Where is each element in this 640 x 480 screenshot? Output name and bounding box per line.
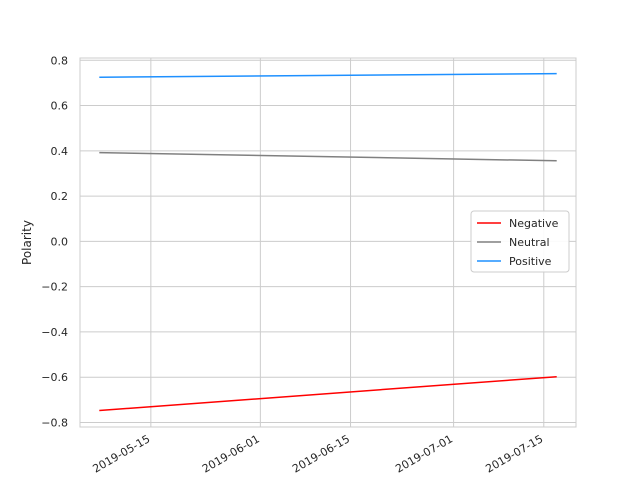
series-line-positive [99, 72, 557, 78]
legend: Negative Neutral Positive [470, 210, 570, 273]
y-tick-label: 0.6 [51, 100, 69, 113]
legend-label-positive: Positive [509, 255, 552, 268]
y-tick-label: 0.2 [51, 190, 69, 203]
x-tick-label: 2019-07-01 [393, 432, 455, 475]
y-tick-label: −0.6 [41, 371, 68, 384]
y-tick-label: −0.2 [41, 281, 68, 294]
x-tick-labels: 2019-05-15 2019-06-01 2019-06-15 2019-07-01… [90, 432, 545, 475]
y-tick-label: −0.8 [41, 416, 68, 429]
y-tick-label: 0.4 [51, 145, 69, 158]
series-line-neutral [99, 151, 557, 162]
y-tick-label: −0.4 [41, 326, 68, 339]
y-tick-label: 0.8 [51, 54, 69, 67]
legend-box [470, 210, 570, 273]
x-tick-label: 2019-06-01 [200, 432, 262, 475]
series-lines [99, 72, 557, 412]
plot-frame [79, 57, 577, 428]
y-axis-label: Polarity [20, 220, 34, 265]
x-tick-label: 2019-05-15 [90, 432, 152, 475]
x-tick-label: 2019-07-15 [483, 432, 545, 475]
series-line-negative [99, 375, 557, 412]
y-tick-labels: 0.8 0.6 0.4 0.2 0.0 −0.2 −0.4 −0.6 −0.8 [41, 54, 68, 429]
legend-label-neutral: Neutral [509, 236, 550, 249]
x-tick-label: 2019-06-15 [290, 432, 352, 475]
y-tick-label: 0.0 [51, 235, 69, 248]
legend-label-negative: Negative [509, 217, 559, 230]
